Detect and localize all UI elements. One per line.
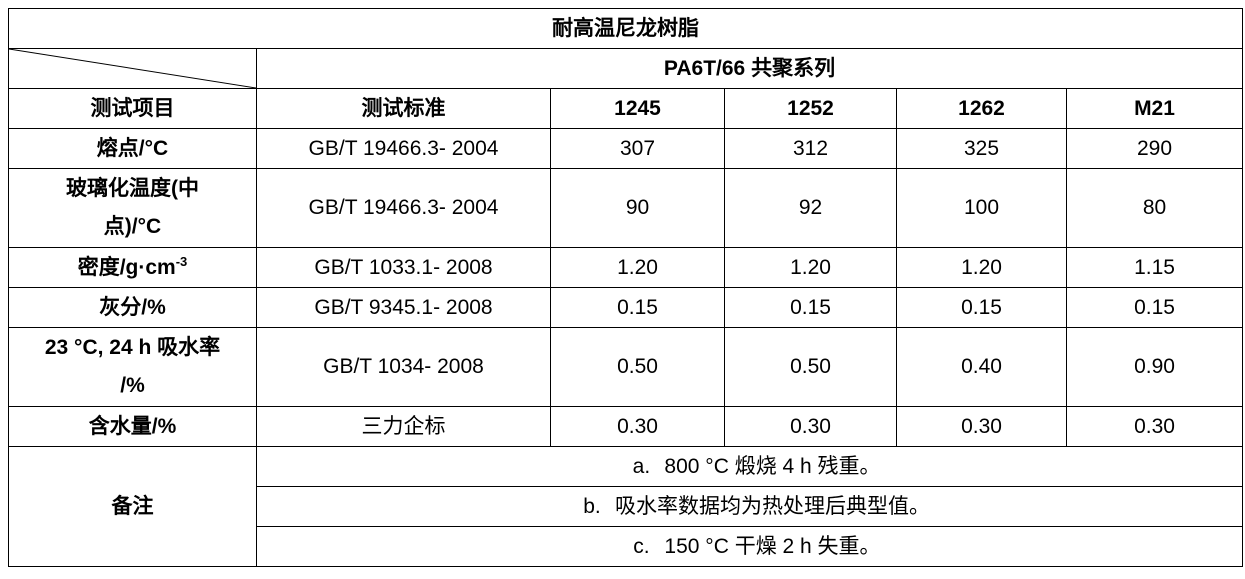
header-row: 测试项目 测试标准 1245 1252 1262 M21	[8, 88, 1243, 129]
value-cell: 1.20	[724, 247, 897, 288]
header-grade-1245: 1245	[550, 88, 725, 129]
notes-label: 备注	[8, 446, 257, 567]
table-row: 含水量/% 三力企标 0.30 0.30 0.30 0.30	[8, 406, 1243, 447]
note-item: c. 150 °C 干燥 2 h 失重。	[256, 526, 1243, 567]
row-label-line: 点)/°C	[103, 215, 162, 238]
series-row: PA6T/66 共聚系列	[8, 48, 1243, 89]
note-text: 150 °C 干燥 2 h 失重。	[664, 534, 881, 558]
header-grade-1252: 1252	[724, 88, 897, 129]
row-label-line: 23 °C, 24 h 吸水率	[44, 336, 221, 359]
value-cell: 0.30	[724, 406, 897, 447]
value-cell: 0.50	[550, 327, 725, 407]
row-label-ash: 灰分/%	[8, 287, 257, 328]
value-cell: 0.15	[550, 287, 725, 328]
value-cell: 0.30	[550, 406, 725, 447]
unit-exponent: -3	[175, 253, 188, 269]
table-row: 熔点/°C GB/T 19466.3- 2004 307 312 325 290	[8, 128, 1243, 169]
note-letter: b.	[583, 494, 601, 518]
value-cell: 0.15	[1066, 287, 1243, 328]
value-cell: 1.20	[550, 247, 725, 288]
note-letter: c.	[633, 534, 650, 558]
header-test-item: 测试项目	[8, 88, 257, 129]
note-text: 800 °C 煅烧 4 h 残重。	[664, 454, 881, 478]
diagonal-line	[9, 49, 256, 88]
test-standard: GB/T 19466.3- 2004	[256, 168, 551, 248]
header-grade-1262: 1262	[896, 88, 1067, 129]
spec-sheet: 耐高温尼龙树脂 PA6T/66 共聚系列 测试项目 测试标准 1245 1252…	[8, 8, 1243, 567]
test-standard: 三力企标	[256, 406, 551, 447]
resin-properties-table: 耐高温尼龙树脂 PA6T/66 共聚系列 测试项目 测试标准 1245 1252…	[8, 8, 1243, 567]
table-row: 密度/g·cm-3 GB/T 1033.1- 2008 1.20 1.20 1.…	[8, 247, 1243, 288]
note-item: b. 吸水率数据均为热处理后典型值。	[256, 486, 1243, 527]
row-label-text: 密度/g·cm	[77, 255, 176, 279]
value-cell: 92	[724, 168, 897, 248]
note-row: c. 150 °C 干燥 2 h 失重。	[9, 526, 1243, 567]
row-label-line: /%	[120, 374, 145, 397]
row-label-density: 密度/g·cm-3	[8, 247, 257, 288]
value-cell: 307	[550, 128, 725, 169]
value-cell: 1.15	[1066, 247, 1243, 288]
diagonal-header-cell	[8, 48, 257, 89]
value-cell: 0.15	[896, 287, 1067, 328]
test-standard: GB/T 19466.3- 2004	[256, 128, 551, 169]
value-cell: 90	[550, 168, 725, 248]
value-cell: 0.30	[896, 406, 1067, 447]
value-cell: 0.50	[724, 327, 897, 407]
table-row: 灰分/% GB/T 9345.1- 2008 0.15 0.15 0.15 0.…	[8, 287, 1243, 328]
note-letter: a.	[632, 454, 651, 478]
value-cell: 0.30	[1066, 406, 1243, 447]
table-row: 23 °C, 24 h 吸水率 /% GB/T 1034- 2008 0.50 …	[8, 327, 1243, 407]
row-label-water-absorption: 23 °C, 24 h 吸水率 /%	[8, 327, 257, 407]
note-row: 备注 a. 800 °C 煅烧 4 h 残重。	[8, 446, 1243, 567]
test-standard: GB/T 9345.1- 2008	[256, 287, 551, 328]
note-item: a. 800 °C 煅烧 4 h 残重。	[256, 446, 1243, 487]
row-label-glass-transition: 玻璃化温度(中 点)/°C	[8, 168, 257, 248]
value-cell: 100	[896, 168, 1067, 248]
value-cell: 0.90	[1066, 327, 1243, 407]
note-text: 吸水率数据均为热处理后典型值。	[615, 494, 930, 518]
test-standard: GB/T 1033.1- 2008	[256, 247, 551, 288]
row-label-melting-point: 熔点/°C	[8, 128, 257, 169]
value-cell: 80	[1066, 168, 1243, 248]
table-row: 玻璃化温度(中 点)/°C GB/T 19466.3- 2004 90 92 1…	[8, 168, 1243, 248]
header-test-standard: 测试标准	[256, 88, 551, 129]
table-title: 耐高温尼龙树脂	[8, 8, 1243, 49]
series-name: PA6T/66 共聚系列	[256, 48, 1243, 89]
value-cell: 290	[1066, 128, 1243, 169]
value-cell: 0.40	[896, 327, 1067, 407]
value-cell: 312	[724, 128, 897, 169]
value-cell: 325	[896, 128, 1067, 169]
row-label-line: 玻璃化温度(中	[66, 177, 199, 200]
title-row: 耐高温尼龙树脂	[8, 8, 1243, 49]
note-row: b. 吸水率数据均为热处理后典型值。	[9, 486, 1243, 527]
value-cell: 0.15	[724, 287, 897, 328]
value-cell: 1.20	[896, 247, 1067, 288]
row-label-moisture: 含水量/%	[8, 406, 257, 447]
header-grade-m21: M21	[1066, 88, 1243, 129]
test-standard: GB/T 1034- 2008	[256, 327, 551, 407]
